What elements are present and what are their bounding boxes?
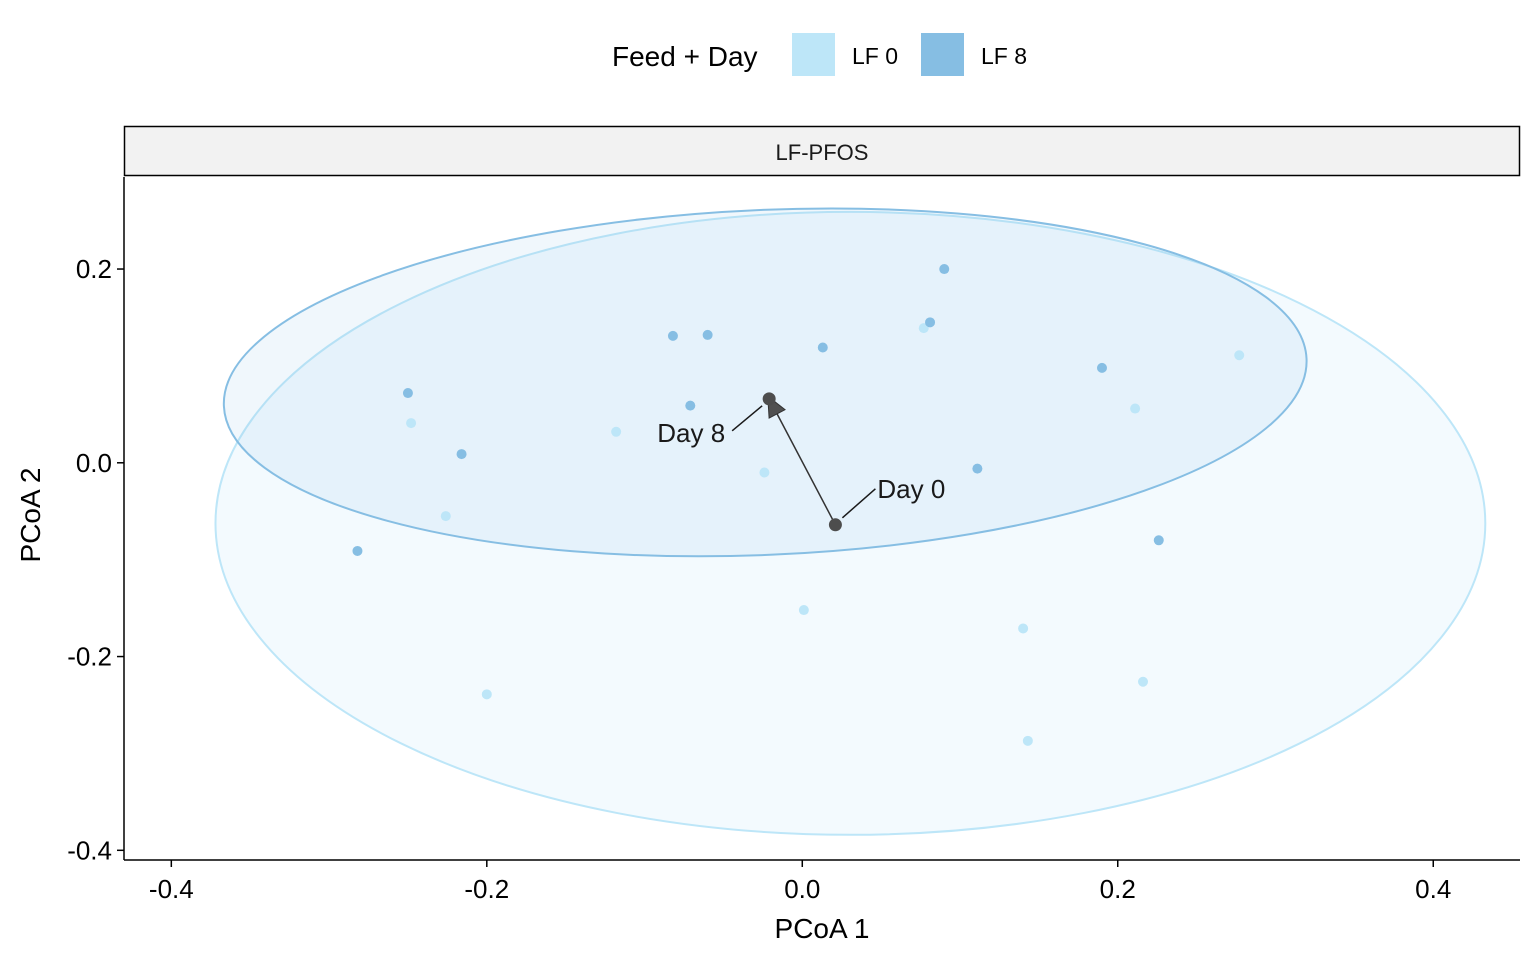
- point-lf-0: [1018, 623, 1029, 634]
- point-lf-0: [440, 511, 451, 522]
- y-tick-label: 0.0: [76, 448, 112, 478]
- legend: Feed + Day LF 0 LF 8: [612, 33, 1027, 76]
- leader-line-day-0: [841, 488, 876, 519]
- point-lf-8: [972, 463, 983, 474]
- point-lf-0: [611, 426, 622, 437]
- x-tick-label: -0.4: [149, 874, 194, 904]
- facet-strip-box: [123, 125, 1521, 177]
- point-lf-8: [817, 342, 828, 353]
- point-lf-0: [406, 418, 417, 429]
- point-lf-8: [402, 388, 413, 399]
- x-tick-label: 0.0: [784, 874, 820, 904]
- x-tick-label: 0.2: [1100, 874, 1136, 904]
- y-tick-label: -0.4: [67, 835, 112, 865]
- point-lf-0: [1130, 403, 1141, 414]
- point-lf-0: [1234, 350, 1245, 361]
- legend-title: Feed + Day: [612, 41, 758, 72]
- point-lf-8: [702, 329, 713, 340]
- point-lf-8: [667, 330, 678, 341]
- point-lf-0: [481, 689, 492, 700]
- y-tick-label: 0.2: [76, 254, 112, 284]
- point-lf-0: [1138, 676, 1149, 687]
- x-tick-label: -0.2: [464, 874, 509, 904]
- x-axis-title: PCoA 1: [775, 913, 870, 944]
- plot-panel: Day 0 Day 8: [214, 207, 1487, 836]
- point-lf-8: [939, 264, 950, 275]
- ellipse-lf-0: [214, 210, 1487, 836]
- point-lf-8: [685, 400, 696, 411]
- centroid-day-0: [828, 518, 842, 532]
- point-lf-8: [352, 545, 363, 556]
- facet-strip: LF-PFOS: [123, 125, 1521, 177]
- legend-key-lf0: [792, 33, 835, 76]
- axes: -0.4 -0.2 0.0 0.2 0.4 -0.4 -0.2 0.0 0.2: [67, 177, 1520, 904]
- point-lf-8: [1153, 535, 1164, 546]
- ellipse-lf-8: [222, 207, 1308, 558]
- leader-line-day-8: [731, 405, 763, 432]
- y-tick-label: -0.2: [67, 642, 112, 672]
- legend-label-lf8: LF 8: [981, 43, 1027, 69]
- centroid-label-day-0: Day 0: [877, 474, 945, 504]
- x-tick-label: 0.4: [1415, 874, 1451, 904]
- facet-strip-label: LF-PFOS: [776, 140, 869, 165]
- legend-label-lf0: LF 0: [852, 43, 898, 69]
- point-lf-0: [918, 323, 929, 334]
- point-lf-8: [1096, 362, 1107, 373]
- y-axis-title: PCoA 2: [15, 468, 46, 563]
- centroid-label-day-8: Day 8: [657, 418, 725, 448]
- point-lf-0: [1022, 735, 1033, 746]
- legend-key-lf8: [921, 33, 964, 76]
- point-lf-0: [759, 467, 770, 478]
- point-lf-0: [798, 605, 809, 616]
- centroid-arrow-line: [776, 413, 837, 526]
- centroid-day-8: [762, 392, 776, 406]
- point-lf-8: [456, 449, 467, 460]
- point-lf-8: [925, 317, 936, 328]
